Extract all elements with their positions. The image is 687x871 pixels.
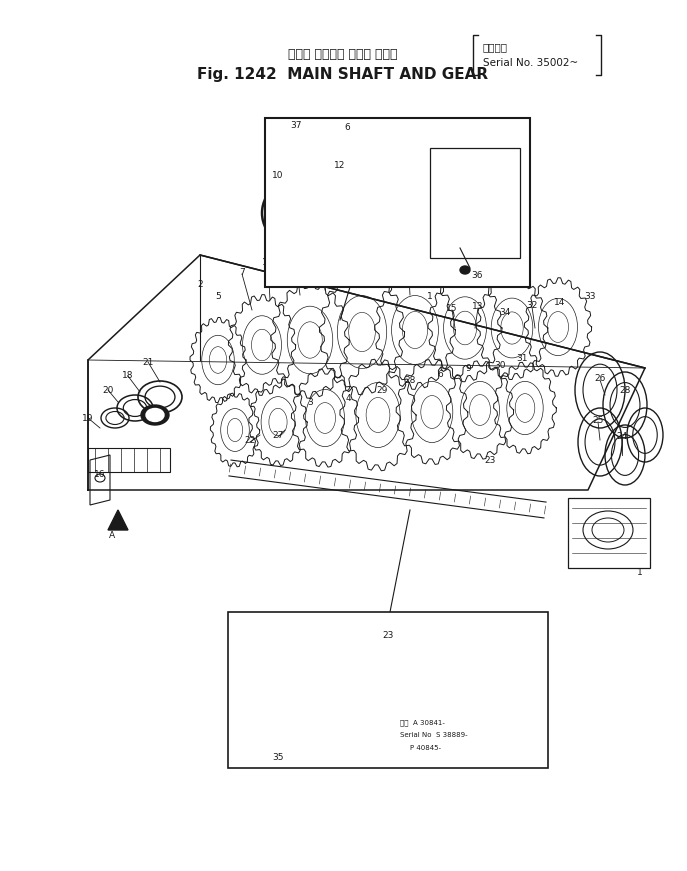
- Text: P 40845-: P 40845-: [410, 745, 441, 751]
- Text: 18: 18: [122, 370, 134, 380]
- Text: 32: 32: [526, 300, 538, 309]
- Ellipse shape: [460, 266, 470, 274]
- Text: 6: 6: [437, 369, 443, 379]
- Text: 29: 29: [376, 386, 387, 395]
- Text: 25: 25: [592, 415, 604, 424]
- Text: 2: 2: [197, 280, 203, 288]
- Text: 14: 14: [554, 298, 565, 307]
- Text: 適用号機: 適用号機: [483, 42, 508, 52]
- Text: 6: 6: [344, 123, 350, 132]
- Text: 10: 10: [272, 171, 284, 180]
- Text: 1: 1: [427, 292, 433, 300]
- Text: 35: 35: [272, 753, 284, 762]
- Text: 17: 17: [403, 253, 414, 262]
- Text: 5: 5: [215, 292, 221, 300]
- Text: A: A: [109, 530, 115, 539]
- Ellipse shape: [141, 405, 169, 425]
- Text: 27: 27: [272, 430, 284, 440]
- Bar: [265, 118, 530, 287]
- Text: メイン シャフト および ギヤー: メイン シャフト および ギヤー: [289, 49, 398, 62]
- Text: 28: 28: [619, 386, 631, 395]
- Ellipse shape: [146, 408, 164, 422]
- Text: 20: 20: [102, 386, 113, 395]
- Text: 37: 37: [290, 121, 302, 130]
- Text: 12: 12: [262, 258, 273, 267]
- Polygon shape: [108, 510, 128, 530]
- Text: 16: 16: [94, 469, 106, 478]
- Text: 10: 10: [289, 251, 301, 260]
- Text: 11: 11: [369, 241, 381, 251]
- Text: 31: 31: [516, 354, 528, 362]
- Text: 8: 8: [343, 244, 349, 253]
- Text: 23: 23: [382, 631, 394, 640]
- Text: 23: 23: [484, 456, 496, 464]
- Text: 19: 19: [82, 414, 93, 422]
- Text: 9: 9: [319, 247, 325, 256]
- Text: 30: 30: [494, 361, 506, 369]
- Text: 21: 21: [142, 357, 154, 367]
- Text: 36: 36: [471, 271, 483, 280]
- Text: 7: 7: [239, 267, 245, 276]
- Text: 15: 15: [447, 303, 458, 313]
- Text: 26: 26: [594, 374, 606, 382]
- Text: 22: 22: [245, 436, 256, 444]
- Text: 34: 34: [499, 307, 510, 316]
- Text: Serial No  S 38889-: Serial No S 38889-: [400, 732, 468, 738]
- Text: 1: 1: [637, 568, 643, 577]
- Text: Serial No. 35002~: Serial No. 35002~: [483, 58, 578, 68]
- Text: 12: 12: [335, 161, 346, 170]
- Text: 型式  A 30841-: 型式 A 30841-: [400, 719, 445, 726]
- Text: 13: 13: [472, 301, 484, 310]
- Bar: [228, 612, 548, 768]
- Text: 28: 28: [405, 375, 416, 384]
- Text: 9: 9: [465, 363, 471, 373]
- Text: 24: 24: [616, 431, 628, 441]
- Text: 4: 4: [345, 394, 351, 402]
- Text: 33: 33: [584, 292, 596, 300]
- Text: 3: 3: [307, 397, 313, 407]
- Text: Fig. 1242  MAIN SHAFT AND GEAR: Fig. 1242 MAIN SHAFT AND GEAR: [197, 67, 488, 83]
